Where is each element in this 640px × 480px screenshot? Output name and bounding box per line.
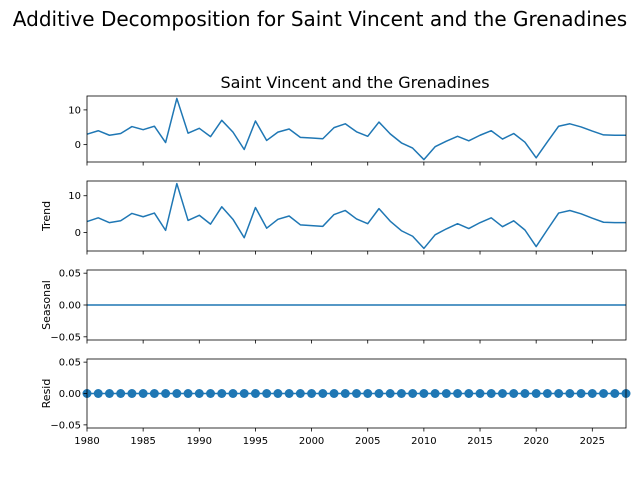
resid-point [262, 389, 272, 398]
y-tick-label: 0 [75, 140, 81, 151]
panel-3: −0.05 0.00 0.05 Seasonal [40, 269, 627, 344]
resid-point [307, 389, 317, 398]
resid-point [183, 389, 193, 398]
resid-point [520, 389, 530, 398]
y-tick-label: 10 [68, 105, 81, 116]
resid-point [430, 389, 440, 398]
resid-point [138, 389, 148, 398]
resid-point [149, 389, 159, 398]
resid-point [497, 389, 507, 398]
resid-point [104, 389, 114, 398]
chart-subtitle: Saint Vincent and the Grenadines [220, 73, 489, 92]
resid-point [419, 389, 429, 398]
x-tick-label: 1980 [74, 436, 99, 447]
resid-point [194, 389, 204, 398]
resid-point [396, 389, 406, 398]
x-tick-label: 2015 [467, 436, 492, 447]
resid-point [565, 389, 575, 398]
resid-point [453, 389, 463, 398]
x-tick-label: 2025 [580, 436, 605, 447]
panel-1: 0 10 [68, 95, 627, 166]
resid-point [329, 389, 339, 398]
x-tick-label: 1985 [130, 436, 155, 447]
resid-point [273, 389, 283, 398]
series-line [86, 182, 626, 250]
resid-point [441, 389, 451, 398]
y-axis-label: Resid [40, 379, 53, 409]
resid-point [250, 389, 260, 398]
y-tick-label: 0.00 [59, 301, 81, 312]
resid-point [127, 389, 137, 398]
resid-point [531, 389, 541, 398]
x-tick-label: 1990 [187, 436, 212, 447]
resid-point [374, 389, 384, 398]
y-axis-label: Seasonal [40, 280, 53, 330]
y-tick-label: 0.05 [59, 269, 81, 280]
panel-2: 0 10 Trend [40, 180, 627, 255]
resid-point [475, 389, 485, 398]
resid-point [464, 389, 474, 398]
axes-frame [86, 180, 627, 252]
resid-point [385, 389, 395, 398]
resid-point [408, 389, 418, 398]
y-tick-label: −0.05 [50, 332, 81, 343]
resid-point [576, 389, 586, 398]
resid-point [284, 389, 294, 398]
resid-point [352, 389, 361, 398]
resid-point [239, 389, 249, 398]
resid-point [161, 389, 171, 398]
y-axis-label: Trend [40, 201, 53, 232]
panels: 0 10 0 10 Trend −0.05 0.00 0.05 Seasonal −0.05 0.0… [40, 95, 631, 447]
resid-point [206, 389, 216, 398]
axes-frame [86, 95, 627, 163]
series-line [86, 97, 626, 161]
resid-point [486, 389, 496, 398]
y-tick-label: 10 [68, 191, 81, 202]
resid-point [542, 389, 552, 398]
x-tick-label: 2005 [355, 436, 380, 447]
x-tick-label: 2010 [411, 436, 436, 447]
resid-point [172, 389, 182, 398]
resid-point [599, 389, 609, 398]
resid-point [93, 389, 103, 398]
resid-point [340, 389, 350, 398]
x-tick-label: 2020 [523, 436, 548, 447]
resid-point [295, 389, 305, 398]
chart-title: Additive Decomposition for Saint Vincent… [13, 7, 627, 31]
y-tick-label: 0.00 [59, 389, 81, 400]
y-tick-label: 0.05 [59, 358, 81, 369]
resid-point [217, 389, 227, 398]
x-tick-label: 1995 [243, 436, 268, 447]
resid-point [318, 389, 328, 398]
resid-point [228, 389, 238, 398]
panel-4: −0.05 0.00 0.05 1980 1985 1990 1995 2000 2005 201… [40, 358, 631, 447]
resid-point [509, 389, 519, 398]
y-tick-label: 0 [75, 228, 81, 239]
resid-point [116, 389, 126, 398]
resid-point [363, 389, 373, 398]
resid-point [587, 389, 597, 398]
resid-point [554, 389, 564, 398]
x-tick-label: 2000 [299, 436, 324, 447]
y-tick-label: −0.05 [50, 420, 81, 431]
resid-point [610, 389, 620, 398]
